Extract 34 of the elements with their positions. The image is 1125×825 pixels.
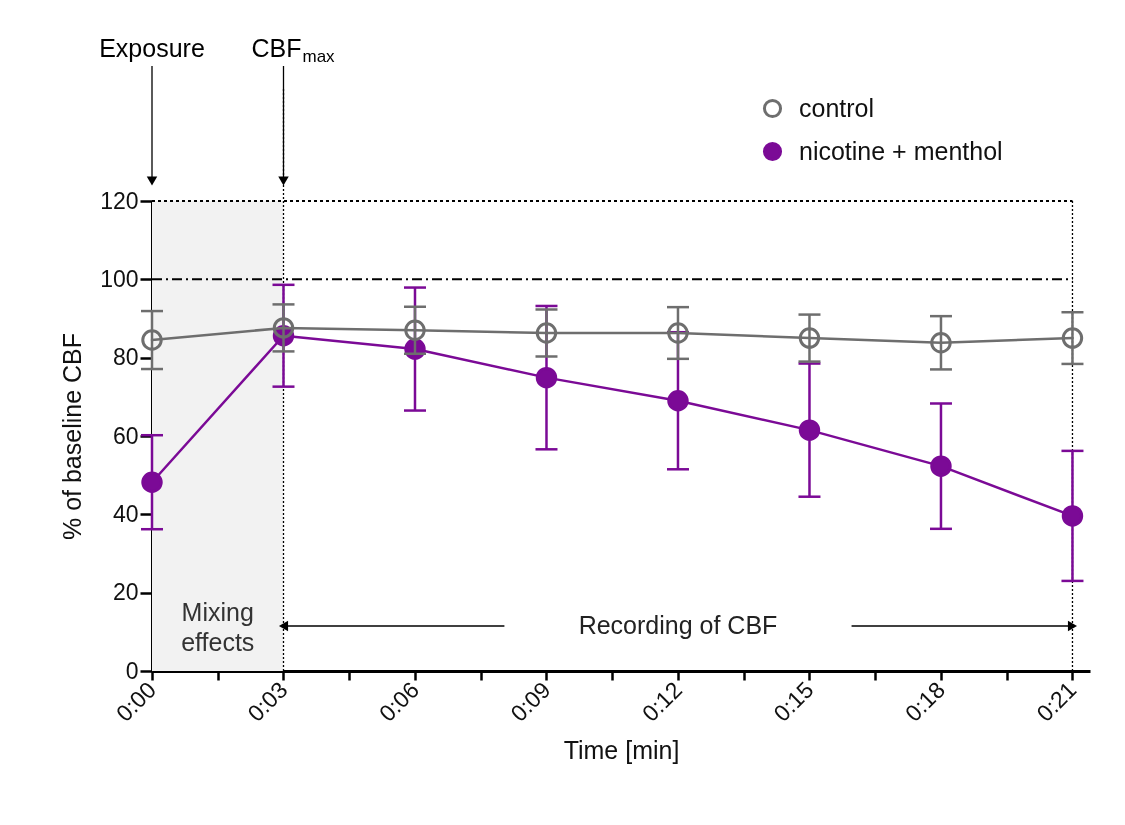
x-axis-title: Time [min]: [563, 735, 680, 764]
point: [404, 319, 426, 341]
y-tick-label: 60: [112, 422, 139, 449]
annotation: Recording of CBF: [578, 611, 778, 639]
x-tick-label: 0:09: [505, 676, 556, 727]
text: Exposure: [99, 34, 205, 62]
point: [930, 332, 952, 354]
point: [798, 327, 821, 349]
x-tick-label: 0:06: [373, 676, 424, 727]
x-tick-label: 0:21: [1031, 676, 1082, 727]
y-tick-label: 0: [125, 657, 139, 684]
x-tick-label: 0:03: [242, 676, 293, 727]
x-tick-label: 0:12: [636, 676, 687, 727]
y-tick-label: 120: [100, 187, 139, 214]
point: [930, 455, 952, 477]
point: [1061, 327, 1084, 349]
point: [272, 317, 295, 339]
band-label: Mixing effects: [181, 598, 255, 656]
point: [667, 322, 689, 344]
x-tick-label: 0:18: [899, 676, 950, 727]
y-axis-title: % of baseline CBF: [58, 332, 87, 541]
legend-label: nicotine + menthol: [799, 136, 1003, 165]
legend-label: control: [799, 93, 875, 122]
point: [798, 419, 821, 441]
point: [1061, 505, 1084, 527]
point: [535, 366, 558, 389]
y-tick-label: 40: [112, 500, 139, 527]
point: [141, 329, 163, 351]
y-tick-label: 80: [112, 344, 139, 371]
y-tick-label: 20: [112, 579, 139, 606]
y-tick-label: 100: [100, 265, 139, 292]
point: [141, 471, 163, 493]
point: [667, 390, 689, 412]
point: [535, 322, 558, 344]
